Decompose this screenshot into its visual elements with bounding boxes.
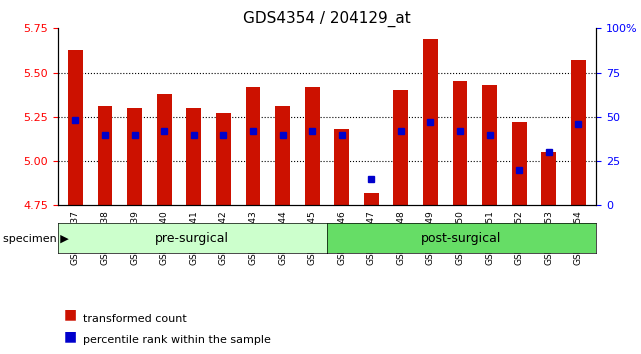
Bar <box>304 87 319 205</box>
Title: GDS4354 / 204129_at: GDS4354 / 204129_at <box>243 11 411 27</box>
Text: transformed count: transformed count <box>83 314 187 324</box>
Bar <box>97 106 112 205</box>
Bar <box>542 152 556 205</box>
Text: specimen ▶: specimen ▶ <box>3 234 69 244</box>
Bar <box>512 122 527 205</box>
Text: ■: ■ <box>64 308 77 321</box>
Text: ■: ■ <box>64 329 77 343</box>
Bar <box>127 108 142 205</box>
Bar <box>364 193 379 205</box>
Bar <box>187 108 201 205</box>
Bar <box>423 39 438 205</box>
Bar <box>394 90 408 205</box>
Bar <box>68 50 83 205</box>
Bar <box>157 94 172 205</box>
Bar <box>482 85 497 205</box>
Bar <box>571 60 586 205</box>
Bar <box>453 81 467 205</box>
Text: pre-surgical: pre-surgical <box>155 232 229 245</box>
Text: percentile rank within the sample: percentile rank within the sample <box>83 335 271 345</box>
Bar <box>335 129 349 205</box>
Bar <box>246 87 260 205</box>
Text: post-surgical: post-surgical <box>421 232 502 245</box>
Bar <box>216 113 231 205</box>
Bar <box>275 106 290 205</box>
